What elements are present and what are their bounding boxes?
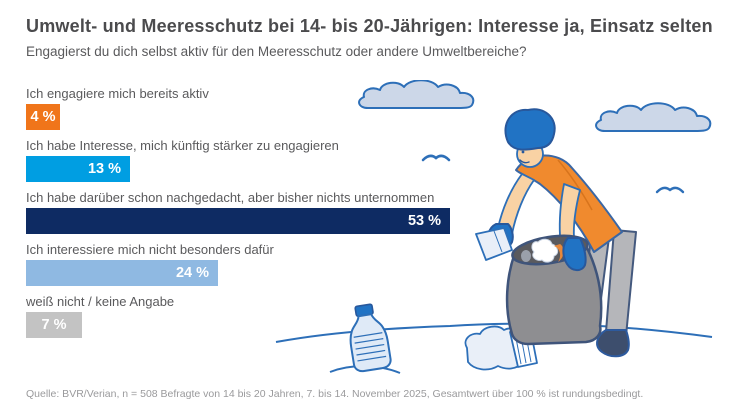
bar-category-label: Ich interessiere mich nicht besonders da… xyxy=(26,242,274,257)
bar-value-label: 4 % xyxy=(30,109,56,125)
bar-category-label: Ich engagiere mich bereits aktiv xyxy=(26,86,209,101)
shirt-seam xyxy=(557,159,593,211)
leg xyxy=(605,229,637,337)
cleanup-illustration xyxy=(275,80,713,374)
header: Umwelt- und Meeresschutz bei 14- bis 20-… xyxy=(26,16,717,59)
source-note: Quelle: BVR/Verian, n = 508 Befragte von… xyxy=(26,388,644,400)
bar-value-label: 7 % xyxy=(41,317,67,333)
bar-group: Ich engagiere mich bereits aktiv 4 % xyxy=(26,86,450,138)
subtitle-question: Engagierst du dich selbst aktiv für den … xyxy=(26,44,527,59)
person-figure xyxy=(497,108,637,358)
smile xyxy=(519,159,530,164)
bar-value-label: 53 % xyxy=(407,213,441,229)
bird-icon xyxy=(421,154,451,162)
eye xyxy=(521,150,525,154)
paper-scrap xyxy=(475,227,513,261)
bar-category-label: Ich habe darüber schon nachgedacht, aber… xyxy=(26,190,435,205)
shoe xyxy=(596,329,630,358)
glove xyxy=(562,237,587,272)
bar-group: weiß nicht / keine Angabe 7 % xyxy=(26,294,450,346)
bar-category-label: Ich habe Interesse, mich künftig stärker… xyxy=(26,138,339,153)
main-title: Umwelt- und Meeresschutz bei 14- bis 20-… xyxy=(26,16,713,36)
trash-contents xyxy=(521,250,531,262)
bar-group: Ich interessiere mich nicht besonders da… xyxy=(26,242,450,294)
bar-group: Ich habe darüber schon nachgedacht, aber… xyxy=(26,190,450,242)
cloud-icon xyxy=(358,80,475,109)
cloud-icon xyxy=(595,102,712,132)
bar-value-label: 13 % xyxy=(87,161,121,177)
bar: 24 % xyxy=(26,260,218,286)
bar-value-label: 24 % xyxy=(175,265,209,281)
trash-contents xyxy=(554,244,564,262)
ground-line xyxy=(275,322,713,343)
bar: 4 % xyxy=(26,104,60,130)
plastic-bottle xyxy=(349,303,392,373)
bar-category-label: weiß nicht / keine Angabe xyxy=(26,294,175,309)
bar-group: Ich habe Interesse, mich künftig stärker… xyxy=(26,138,450,190)
trash-contents xyxy=(531,238,559,263)
bird-icon xyxy=(655,186,685,194)
trash-bag xyxy=(505,234,603,346)
bar: 13 % xyxy=(26,156,130,182)
bar-chart: Ich engagiere mich bereits aktiv 4 % Ich h… xyxy=(26,86,450,346)
bar: 7 % xyxy=(26,312,82,338)
hair xyxy=(504,108,556,151)
bar: 53 % xyxy=(26,208,450,234)
